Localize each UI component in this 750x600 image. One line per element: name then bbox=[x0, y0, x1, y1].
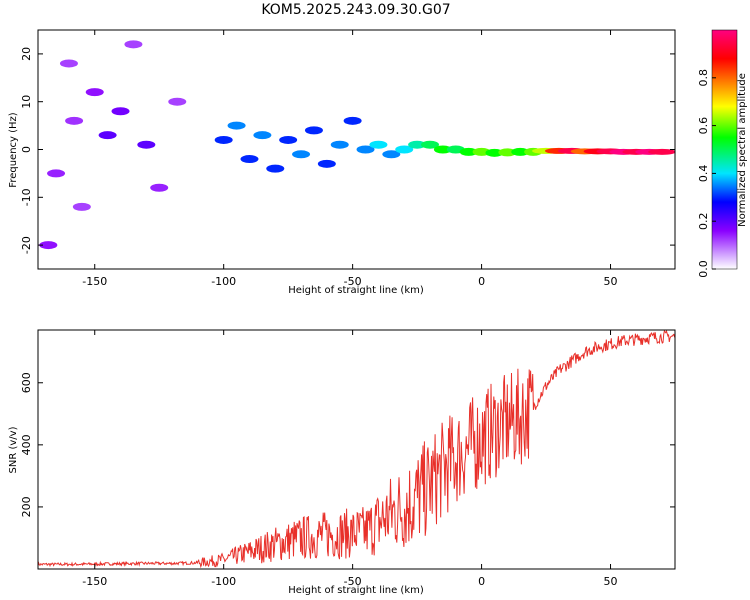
colorbar-gradient bbox=[711, 29, 738, 270]
spectrogram-blob bbox=[408, 140, 427, 149]
spectrogram-blob bbox=[227, 121, 246, 130]
x-tick-label: 0 bbox=[478, 275, 485, 288]
spectrogram-blob bbox=[137, 140, 156, 149]
x-tick-label: -50 bbox=[344, 275, 362, 288]
spectrogram-blob bbox=[421, 140, 439, 149]
spectrogram-blob bbox=[485, 148, 504, 157]
x-tick-label: -100 bbox=[211, 575, 236, 588]
x-tick-label: -100 bbox=[211, 275, 236, 288]
spectrogram-blob bbox=[111, 107, 130, 116]
spectrogram-blob bbox=[47, 169, 66, 178]
x-tick-label: -50 bbox=[344, 575, 362, 588]
y-tick-label: 600 bbox=[20, 372, 33, 393]
spectrogram-blob bbox=[356, 145, 375, 154]
spectrogram-blob bbox=[124, 40, 143, 49]
spectrogram-blob bbox=[317, 159, 336, 168]
spectrogram-blob bbox=[266, 164, 285, 173]
spectrogram-blob bbox=[395, 145, 414, 154]
colorbar-tick-label: 0.4 bbox=[697, 165, 710, 183]
colorbar-tick-label: 0.0 bbox=[697, 260, 710, 278]
spectrogram-blob bbox=[168, 97, 187, 106]
snr-xlabel: Height of straight line (km) bbox=[288, 585, 424, 596]
spectrogram-blob bbox=[72, 202, 91, 211]
spectrogram-blob bbox=[304, 126, 323, 135]
spectrogram-blob bbox=[382, 150, 401, 159]
spectrogram-blob bbox=[369, 140, 388, 149]
spectrogram-blob bbox=[459, 147, 478, 156]
x-tick-label: -150 bbox=[82, 575, 107, 588]
spectrogram-blob bbox=[150, 183, 169, 192]
spectrogram-blob bbox=[648, 148, 675, 155]
colorbar-tick-label: 0.2 bbox=[697, 212, 710, 230]
colorbar: 0.0 0.2 0.4 0.6 0.8 Normalized spectral ampl… bbox=[697, 29, 748, 278]
spectrogram-blob bbox=[433, 145, 452, 154]
x-tick-label: 0 bbox=[478, 575, 485, 588]
spectrogram-blob bbox=[279, 135, 298, 144]
spectrogram-ylabel: Frequency (Hz) bbox=[8, 112, 19, 188]
y-tick-label: 0 bbox=[20, 146, 33, 153]
snr-frame bbox=[37, 329, 676, 570]
spectrogram-blob bbox=[511, 147, 530, 156]
y-tick-label: 400 bbox=[20, 434, 33, 455]
spectrogram-blob bbox=[85, 88, 104, 97]
spectrogram-blob bbox=[292, 150, 311, 159]
colorbar-label: Normalized spectral amplitude bbox=[737, 73, 748, 227]
colorbar-tick-label: 0.6 bbox=[697, 117, 710, 135]
snr-panel: -150 -100 -50 0 50 200 400 600 Height of straig… bbox=[8, 329, 676, 596]
y-tick-label: 200 bbox=[20, 496, 33, 517]
spectrogram-blob bbox=[59, 59, 78, 68]
snr-ylabel: SNR (v/v) bbox=[8, 426, 19, 473]
y-tick-label: -20 bbox=[20, 236, 33, 254]
x-tick-label: -150 bbox=[82, 275, 107, 288]
y-tick-label: 10 bbox=[20, 95, 33, 109]
x-tick-label: 50 bbox=[604, 275, 618, 288]
spectrogram-blob bbox=[253, 131, 272, 140]
x-tick-label: 50 bbox=[604, 575, 618, 588]
y-tick-label: 20 bbox=[20, 47, 33, 61]
spectrogram-blob bbox=[330, 140, 349, 149]
spectrogram-blob bbox=[98, 131, 117, 140]
spectrogram-blob bbox=[343, 116, 362, 125]
spectrogram-blob bbox=[214, 135, 233, 144]
colorbar-tick-label: 0.8 bbox=[697, 69, 710, 87]
y-tick-label: -10 bbox=[20, 188, 33, 206]
spectrogram-blob bbox=[240, 155, 259, 164]
spectrogram-blob bbox=[498, 148, 517, 157]
snr-series-line bbox=[38, 330, 675, 569]
spectrogram-blob bbox=[65, 116, 84, 125]
figure-title: KOM5.2025.243.09.30.G07 bbox=[261, 2, 450, 18]
spectrogram-blob bbox=[39, 241, 58, 250]
spectrogram-xlabel: Height of straight line (km) bbox=[288, 285, 424, 296]
